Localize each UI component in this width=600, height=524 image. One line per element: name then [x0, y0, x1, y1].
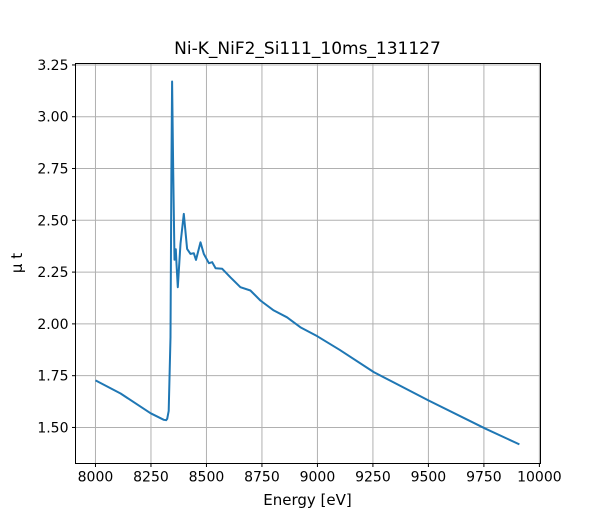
x-axis-label: Energy [eV] [263, 491, 351, 509]
x-tick-label: 8000 [78, 470, 114, 486]
x-tick-label: 10000 [517, 470, 562, 486]
y-tick-label: 1.75 [37, 369, 68, 385]
y-tick-label: 1.50 [37, 420, 68, 436]
chart-title: Ni-K_NiF2_Si111_10ms_131127 [174, 39, 441, 59]
x-tick-label: 8750 [244, 470, 280, 486]
x-tick-label: 9250 [355, 470, 391, 486]
grid [75, 63, 541, 464]
x-tick-label: 9500 [411, 470, 447, 486]
series-layer [95, 80, 520, 446]
y-tick-label: 3.00 [37, 110, 68, 126]
series-line-mu_t [95, 80, 520, 446]
x-tick-label: 9750 [466, 470, 502, 486]
y-tick-label: 3.25 [37, 58, 68, 74]
y-tick-label: 2.50 [37, 213, 68, 229]
y-axis-label: μ t [8, 253, 26, 273]
ticks: 8000 8250 8500 8750 9000 9250 9500 9750 10000 1.5… [37, 58, 561, 486]
x-tick-label: 8500 [189, 470, 225, 486]
axes-frame [75, 63, 541, 464]
x-tick-label: 9000 [300, 470, 336, 486]
x-tick-label: 8250 [133, 470, 169, 486]
y-tick-label: 2.75 [37, 162, 68, 178]
y-tick-label: 2.25 [37, 265, 68, 281]
y-tick-label: 2.00 [37, 317, 68, 333]
